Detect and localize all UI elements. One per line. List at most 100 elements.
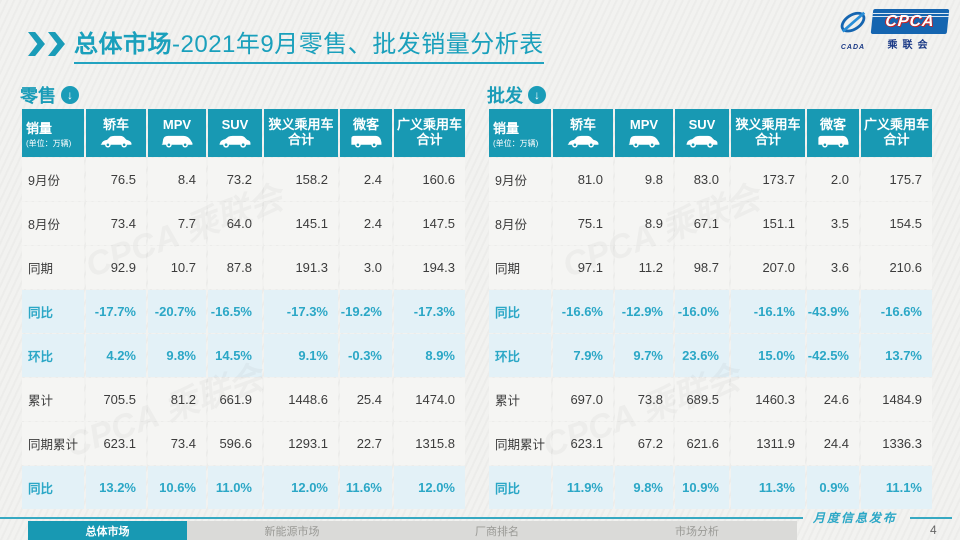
suv-header-label: SUV: [221, 117, 249, 133]
data-cell: 191.3: [264, 246, 338, 289]
page-title-rest: -2021年9月零售、批发销量分析表: [172, 31, 544, 58]
broad-pv-header-label: 广义乘用车合计: [863, 117, 929, 147]
circle-down-arrow-icon: ↓: [528, 86, 546, 104]
table-row: 同比 -17.7% -20.7% -16.5% -17.3% -19.2% -17.3%: [22, 290, 465, 333]
row-label: 8月份: [22, 202, 84, 245]
data-cell: -17.7%: [86, 290, 146, 333]
data-cell: 1336.3: [861, 422, 932, 465]
data-cell: -17.3%: [394, 290, 465, 333]
table-row: 9月份 76.5 8.4 73.2 158.2 2.4 160.6: [22, 158, 465, 201]
cpca-logo: CADA CPCA 乘联会: [837, 9, 950, 51]
sales-header-cell: 销量 (单位：万辆): [22, 109, 84, 157]
data-cell: 23.6%: [675, 334, 729, 377]
table-header-row: 销量 (单位：万辆) 轿车 MPV SUV 狭义乘用车合计: [489, 109, 932, 157]
mpv-header-label: MPV: [162, 117, 192, 133]
data-cell: 81.0: [553, 158, 613, 201]
data-cell: 661.9: [208, 378, 262, 421]
wholesale-section-label: 批发: [487, 86, 523, 106]
row-label: 9月份: [489, 158, 551, 201]
cpca-logo-subtitle: 乘联会: [887, 40, 933, 51]
data-cell: 25.4: [340, 378, 392, 421]
data-cell: 0.9%: [807, 466, 859, 509]
data-cell: 10.6%: [148, 466, 206, 509]
mpv-header-label: MPV: [629, 117, 659, 133]
microvan-header-cell: 微客: [340, 109, 392, 157]
sales-header-label: 销量: [493, 120, 520, 136]
data-cell: 145.1: [264, 202, 338, 245]
data-cell: 81.2: [148, 378, 206, 421]
data-cell: 8.9: [615, 202, 673, 245]
tab-nev-market[interactable]: 新能源市场: [264, 525, 320, 538]
row-label: 同比: [489, 290, 551, 333]
data-cell: 1293.1: [264, 422, 338, 465]
row-label: 环比: [22, 334, 84, 377]
microvan-header-label: 微客: [352, 117, 379, 133]
table-row: 同期累计 623.1 67.2 621.6 1311.9 24.4 1336.3: [489, 422, 932, 465]
row-label: 同比: [489, 466, 551, 509]
data-cell: 67.1: [675, 202, 729, 245]
data-cell: 12.0%: [264, 466, 338, 509]
row-label: 同比: [22, 290, 84, 333]
table-row: 同比 13.2% 10.6% 11.0% 12.0% 11.6% 12.0%: [22, 466, 465, 509]
tab-overall-market[interactable]: 总体市场: [28, 521, 187, 540]
sedan-header-label: 轿车: [102, 117, 129, 133]
data-cell: -16.0%: [675, 290, 729, 333]
data-cell: 705.5: [86, 378, 146, 421]
data-cell: 2.4: [340, 202, 392, 245]
data-cell: 1474.0: [394, 378, 465, 421]
data-cell: 1315.8: [394, 422, 465, 465]
data-cell: -16.6%: [553, 290, 613, 333]
broad-pv-header-cell: 广义乘用车合计: [861, 109, 932, 157]
sedan-header-label: 轿车: [569, 117, 596, 133]
wholesale-panel: 批发 ↓ 销量 (单位：万辆) 轿车 MPV SUV: [487, 84, 934, 510]
data-cell: 9.7%: [615, 334, 673, 377]
data-cell: 98.7: [675, 246, 729, 289]
mpv-car-icon: [161, 135, 193, 148]
sedan-header-cell: 轿车: [86, 109, 146, 157]
data-cell: 22.7: [340, 422, 392, 465]
data-cell: -17.3%: [264, 290, 338, 333]
table-row: 累计 705.5 81.2 661.9 1448.6 25.4 1474.0: [22, 378, 465, 421]
retail-table: 销量 (单位：万辆) 轿车 MPV SUV 狭义乘用车合计: [20, 108, 467, 510]
slide-header: 总体市场-2021年9月零售、批发销量分析表: [28, 24, 544, 64]
table-row: 同比 11.9% 9.8% 10.9% 11.3% 0.9% 11.1%: [489, 466, 932, 509]
data-cell: 4.2%: [86, 334, 146, 377]
data-cell: 10.7: [148, 246, 206, 289]
tab-oem-ranking[interactable]: 厂商排名: [475, 525, 519, 538]
data-cell: -0.3%: [340, 334, 392, 377]
retail-panel: 零售 ↓ 销量 (单位：万辆) 轿车 MPV SUV: [20, 84, 467, 510]
data-cell: 13.7%: [861, 334, 932, 377]
data-cell: 7.7: [148, 202, 206, 245]
data-cell: 76.5: [86, 158, 146, 201]
data-cell: 92.9: [86, 246, 146, 289]
table-row: 同期累计 623.1 73.4 596.6 1293.1 22.7 1315.8: [22, 422, 465, 465]
data-cell: 210.6: [861, 246, 932, 289]
sales-header-label: 销量: [26, 120, 53, 136]
row-label: 同比: [22, 466, 84, 509]
narrow-pv-header-cell: 狭义乘用车合计: [731, 109, 805, 157]
data-cell: 13.2%: [86, 466, 146, 509]
data-cell: -16.5%: [208, 290, 262, 333]
data-cell: 11.0%: [208, 466, 262, 509]
data-cell: 596.6: [208, 422, 262, 465]
data-cell: 9.8%: [148, 334, 206, 377]
table-row: 环比 4.2% 9.8% 14.5% 9.1% -0.3% 8.9%: [22, 334, 465, 377]
microvan-header-cell: 微客: [807, 109, 859, 157]
footer-divider-line: [910, 517, 952, 519]
data-cell: 621.6: [675, 422, 729, 465]
footer-divider-line: [0, 517, 803, 519]
data-cell: 623.1: [86, 422, 146, 465]
data-cell: 689.5: [675, 378, 729, 421]
suv-header-label: SUV: [688, 117, 716, 133]
data-cell: 151.1: [731, 202, 805, 245]
data-cell: 2.0: [807, 158, 859, 201]
table-row: 9月份 81.0 9.8 83.0 173.7 2.0 175.7: [489, 158, 932, 201]
data-cell: 173.7: [731, 158, 805, 201]
microvan-icon: [817, 135, 849, 148]
table-header-row: 销量 (单位：万辆) 轿车 MPV SUV 狭义乘用车合计: [22, 109, 465, 157]
page-number: 4: [930, 523, 937, 537]
tab-market-analysis[interactable]: 市场分析: [675, 525, 719, 538]
broad-pv-header-label: 广义乘用车合计: [396, 117, 462, 147]
data-cell: 64.0: [208, 202, 262, 245]
data-cell: 73.8: [615, 378, 673, 421]
